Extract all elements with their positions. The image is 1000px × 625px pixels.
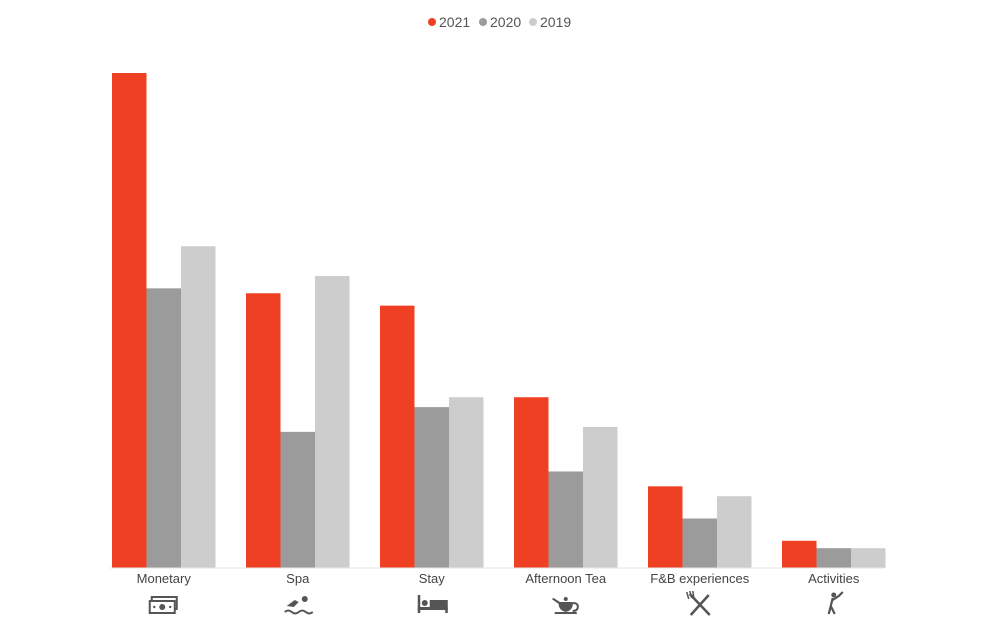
legend-marker xyxy=(479,18,487,26)
category-label: Afternoon Tea xyxy=(525,571,606,586)
legend-item-2019[interactable]: 2019 xyxy=(529,14,571,30)
bar-2021-activities[interactable] xyxy=(782,540,817,568)
category-icons xyxy=(148,590,844,616)
bar-2019-stay[interactable] xyxy=(449,397,484,568)
bars xyxy=(112,73,886,568)
bar-2021-monetary[interactable] xyxy=(112,73,147,568)
money-icon xyxy=(148,596,178,614)
bar-2021-afternoon-tea[interactable] xyxy=(514,397,549,568)
bar-2020-afternoon-tea[interactable] xyxy=(548,471,584,568)
bar-2019-activities[interactable] xyxy=(851,548,886,568)
legend-item-2021[interactable]: 2021 xyxy=(428,14,470,30)
legend-marker xyxy=(529,18,537,26)
bar-2021-f-b-experiences[interactable] xyxy=(648,486,683,568)
bar-2019-monetary[interactable] xyxy=(181,246,216,568)
fork-knife-icon xyxy=(686,590,711,616)
bar-2021-spa[interactable] xyxy=(246,293,281,568)
legend: 2021 2020 2019 xyxy=(428,14,571,30)
legend-label: 2019 xyxy=(540,14,571,30)
legend-item-2020[interactable]: 2020 xyxy=(479,14,521,30)
category-label: Monetary xyxy=(137,571,192,586)
teapot-icon xyxy=(551,597,579,614)
category-label: Spa xyxy=(286,571,310,586)
category-labels: Monetary Spa Stay Afternoon Tea F&B experien… xyxy=(137,571,860,586)
bar-2021-stay[interactable] xyxy=(380,305,415,568)
bar-2019-f-b-experiences[interactable] xyxy=(717,496,752,568)
legend-marker xyxy=(428,18,436,26)
bar-2019-spa[interactable] xyxy=(315,275,350,568)
bar-2020-monetary[interactable] xyxy=(146,288,182,568)
category-label: Activities xyxy=(808,571,860,586)
bed-icon xyxy=(417,595,448,613)
legend-label: 2021 xyxy=(439,14,470,30)
golf-icon xyxy=(827,591,844,615)
bar-2019-afternoon-tea[interactable] xyxy=(583,426,618,568)
bar-2020-stay[interactable] xyxy=(414,407,450,568)
swimming-icon xyxy=(284,596,314,615)
bar-2020-spa[interactable] xyxy=(280,431,316,568)
bar-2020-activities[interactable] xyxy=(816,548,852,568)
category-label: F&B experiences xyxy=(650,571,749,586)
legend-label: 2020 xyxy=(490,14,521,30)
bar-2020-f-b-experiences[interactable] xyxy=(682,518,718,569)
category-label: Stay xyxy=(419,571,446,586)
